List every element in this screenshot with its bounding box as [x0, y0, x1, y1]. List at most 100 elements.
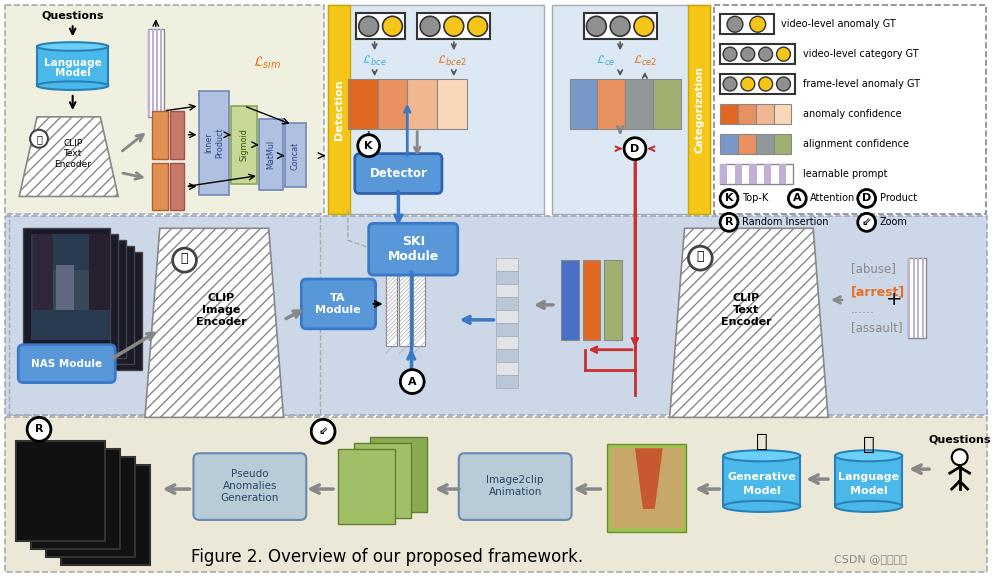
Ellipse shape [835, 450, 902, 462]
Bar [607, 444, 686, 532]
Text: Model: Model [55, 68, 91, 78]
Bar [582, 260, 600, 340]
Bar [61, 465, 150, 565]
Text: +: + [886, 290, 903, 310]
Bar [400, 270, 412, 346]
Text: A: A [793, 193, 801, 204]
Circle shape [723, 47, 737, 61]
Circle shape [468, 16, 488, 36]
Text: Zoom: Zoom [879, 217, 907, 228]
FancyBboxPatch shape [194, 453, 307, 520]
Text: Detector: Detector [370, 167, 428, 180]
Bar [148, 29, 164, 117]
Bar [5, 417, 987, 572]
Bar [46, 457, 135, 557]
Circle shape [421, 16, 440, 36]
FancyBboxPatch shape [355, 154, 442, 193]
Circle shape [741, 77, 755, 91]
Bar [497, 375, 518, 388]
Text: Model: Model [850, 486, 887, 496]
Polygon shape [145, 228, 284, 417]
Text: alignment confidence: alignment confidence [803, 139, 909, 149]
Bar [720, 74, 795, 94]
Text: Product: Product [879, 193, 917, 204]
Text: Language: Language [838, 472, 899, 482]
Bar [497, 284, 518, 297]
Bar [652, 79, 680, 129]
Text: [arrest]: [arrest] [851, 286, 905, 299]
Bar [738, 134, 756, 154]
Text: Questions: Questions [41, 10, 104, 20]
Text: 🔒: 🔒 [696, 250, 704, 262]
Polygon shape [635, 448, 662, 509]
Text: Sigmoid: Sigmoid [240, 128, 249, 161]
Bar [31, 449, 120, 549]
Text: video-level category GT: video-level category GT [803, 49, 919, 59]
FancyBboxPatch shape [302, 279, 376, 329]
Ellipse shape [37, 81, 108, 90]
Bar [170, 111, 184, 159]
Ellipse shape [723, 450, 800, 462]
Circle shape [858, 214, 875, 231]
Text: D: D [862, 193, 871, 204]
Text: K: K [365, 141, 373, 151]
Bar [497, 336, 518, 349]
Circle shape [688, 246, 712, 270]
Bar [348, 79, 378, 129]
Text: $\mathcal{L}_{ce}$: $\mathcal{L}_{ce}$ [595, 54, 615, 68]
Text: 🔒: 🔒 [181, 251, 188, 265]
Text: CLIP
Text
Encoder: CLIP Text Encoder [720, 293, 771, 327]
Bar [835, 456, 902, 506]
Text: $\mathcal{L}_{ce2}$: $\mathcal{L}_{ce2}$ [632, 54, 657, 68]
Circle shape [27, 417, 51, 441]
Bar [414, 270, 426, 346]
Circle shape [312, 420, 335, 443]
Text: MatMul: MatMul [266, 140, 275, 169]
Text: D: D [630, 144, 639, 154]
Circle shape [401, 370, 425, 393]
Bar [922, 258, 924, 338]
Polygon shape [19, 117, 118, 197]
Circle shape [776, 47, 790, 61]
Bar [497, 349, 518, 361]
Bar [328, 5, 350, 214]
Bar [386, 270, 398, 346]
Text: frame-level anomaly GT: frame-level anomaly GT [803, 79, 920, 89]
Bar [749, 164, 757, 183]
Circle shape [624, 138, 646, 159]
Text: ⇙: ⇙ [319, 427, 328, 436]
Bar [714, 5, 986, 214]
Text: Pseudo
Anomalies
Generation: Pseudo Anomalies Generation [221, 470, 279, 503]
Bar [720, 164, 727, 183]
Circle shape [741, 47, 755, 61]
Bar [285, 123, 307, 187]
Text: R: R [725, 217, 733, 228]
Bar [418, 13, 491, 39]
Circle shape [610, 16, 630, 36]
Bar [340, 451, 396, 523]
Bar [5, 217, 987, 416]
Polygon shape [18, 443, 56, 539]
Bar [913, 258, 915, 338]
Text: ......: ...... [851, 303, 875, 317]
Circle shape [723, 77, 737, 91]
Text: K: K [725, 193, 733, 204]
FancyBboxPatch shape [369, 223, 458, 275]
Bar [31, 235, 110, 340]
Bar [738, 104, 756, 124]
Text: [assault]: [assault] [851, 321, 902, 334]
Bar [908, 258, 926, 338]
Text: Concat: Concat [291, 141, 300, 170]
Text: $\mathcal{L}_{bce}$: $\mathcal{L}_{bce}$ [363, 54, 387, 68]
Bar [148, 29, 150, 117]
Bar [160, 29, 162, 117]
Bar [23, 228, 110, 346]
Circle shape [30, 130, 48, 148]
Bar [328, 5, 543, 214]
Bar [720, 15, 773, 34]
Bar [497, 258, 518, 271]
Circle shape [359, 16, 379, 36]
Circle shape [788, 190, 806, 207]
Bar [604, 260, 622, 340]
Text: A: A [408, 377, 417, 386]
